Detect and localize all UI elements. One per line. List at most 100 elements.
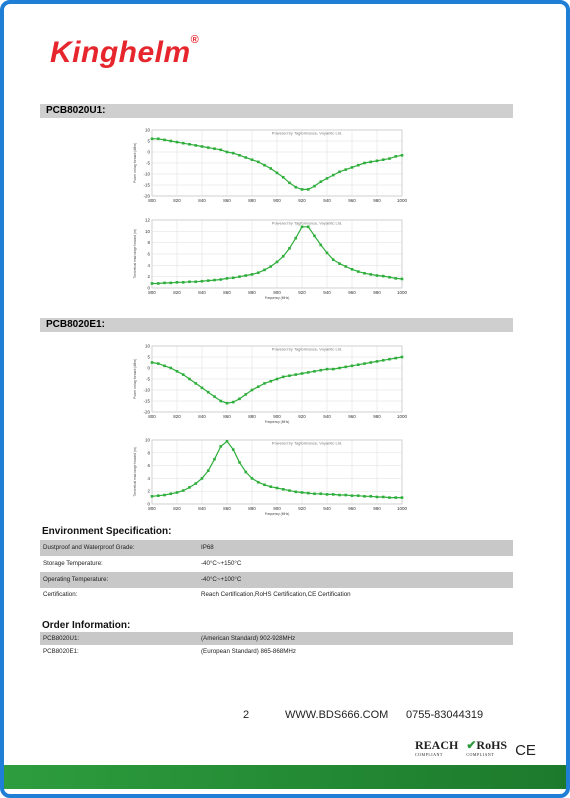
data-point [188, 377, 191, 381]
data-point [338, 366, 341, 370]
data-point [344, 493, 348, 497]
environment-table: Dustproof and Waterproof Grade: IP68 Sto… [40, 540, 513, 601]
x-tick-label: 840 [198, 506, 206, 511]
chart-watermark: Powered by Tagformance, Voyantic Ltd. [272, 441, 342, 446]
data-point [388, 357, 391, 361]
data-point [319, 243, 323, 247]
y-tick-label: -20 [143, 194, 150, 199]
chart-e1-power: 800 820 840 860 880 900 920 940 960 980 1000 10 5 0 -5… [133, 344, 408, 425]
data-point [206, 146, 210, 149]
data-point [156, 137, 160, 141]
data-point [294, 236, 298, 240]
data-point [381, 158, 385, 161]
data-point [225, 401, 229, 405]
data-point [281, 375, 285, 379]
ce-logo: CE [515, 741, 536, 759]
y-tick-label: 10 [145, 229, 151, 234]
data-point [181, 489, 185, 492]
y-tick-label: 2 [147, 489, 150, 494]
data-point [281, 487, 285, 491]
y-tick-label: 10 [145, 344, 151, 349]
registered-mark: ® [190, 34, 200, 46]
chart-u1-power: 800 820 840 860 880 900 920 940 960 980 1000 10 5 0 -5… [133, 128, 408, 204]
x-tick-label: 860 [223, 414, 231, 419]
phone-number: 0755-83044319 [406, 709, 484, 721]
x-tick-label: 800 [148, 198, 156, 203]
data-point [163, 364, 166, 368]
x-tick-label: 820 [173, 506, 181, 511]
data-point [388, 157, 391, 160]
x-tick-label: 940 [323, 506, 331, 511]
data-point [281, 176, 285, 179]
data-point [213, 147, 216, 150]
x-tick-label: 940 [323, 290, 331, 295]
data-point [250, 273, 254, 276]
data-point [331, 258, 335, 261]
data-point [294, 185, 298, 189]
order-heading: Order Information: [42, 620, 131, 631]
data-point [375, 360, 379, 363]
data-point [369, 361, 373, 364]
x-tick-label: 980 [373, 506, 381, 511]
y-tick-label: 5 [147, 355, 150, 360]
rohs-sub: COMPLIANT [466, 752, 495, 757]
row-value: -40°C~+150°C [201, 560, 242, 567]
data-point [388, 496, 391, 499]
data-point [244, 470, 248, 474]
data-point [213, 278, 216, 282]
environment-heading: Environment Specification: [42, 526, 172, 537]
data-point [231, 151, 235, 155]
data-point [219, 445, 223, 448]
data-point [219, 278, 223, 281]
data-point [194, 382, 198, 385]
data-point [200, 477, 204, 480]
x-tick-label: 880 [248, 290, 256, 295]
data-point [300, 491, 304, 494]
row-value: (European Standard) 865-868MHz [201, 648, 296, 655]
section-title: PCB8020E1: [46, 319, 105, 330]
data-point [213, 457, 216, 461]
data-point [325, 367, 329, 371]
data-point [388, 275, 391, 279]
data-point [194, 144, 198, 147]
x-tick-label: 960 [348, 198, 356, 203]
chart-watermark: Powered by Tagformance, Voyantic Ltd. [272, 347, 342, 352]
data-point [194, 280, 198, 284]
x-tick-label: 940 [323, 414, 331, 419]
data-point [244, 156, 248, 159]
data-point [150, 137, 154, 141]
data-point [356, 494, 360, 497]
website-link[interactable]: WWW.BDS666.COM [285, 709, 389, 721]
data-point [169, 281, 173, 285]
y-tick-label: -5 [146, 161, 150, 166]
data-point [181, 373, 185, 376]
y-tick-label: -10 [143, 388, 150, 393]
data-point [313, 492, 316, 496]
y-tick-label: 0 [147, 150, 150, 155]
data-point [369, 495, 373, 498]
section-header-u1: PCB8020U1: [40, 104, 513, 118]
data-point [163, 138, 166, 142]
row-label: Certification: [43, 591, 78, 598]
row-label: Operating Temperature: [43, 576, 109, 583]
data-point [269, 379, 273, 383]
chart-u1-range: 800 820 840 860 880 900 920 940 960 980 1000121086… [133, 218, 408, 301]
x-tick-label: 1000 [397, 506, 408, 511]
y-axis-label: Power on tag forward (dBm) [133, 143, 137, 183]
data-point [338, 170, 341, 174]
data-point [175, 140, 179, 144]
y-axis-label: Theoretical read range forward (m) [133, 447, 137, 496]
data-point [306, 371, 310, 374]
row-label: PCB8020E1: [43, 648, 79, 655]
data-point [206, 279, 210, 282]
table-row: Operating Temperature: -40°C~+100°C [40, 572, 513, 588]
x-tick-label: 800 [148, 506, 156, 511]
rohs-text: RoHS [476, 738, 508, 752]
data-point [306, 491, 310, 495]
data-point [400, 277, 404, 281]
data-point [225, 277, 229, 280]
x-tick-label: 820 [173, 290, 181, 295]
data-point [194, 482, 198, 485]
data-point [356, 270, 360, 273]
